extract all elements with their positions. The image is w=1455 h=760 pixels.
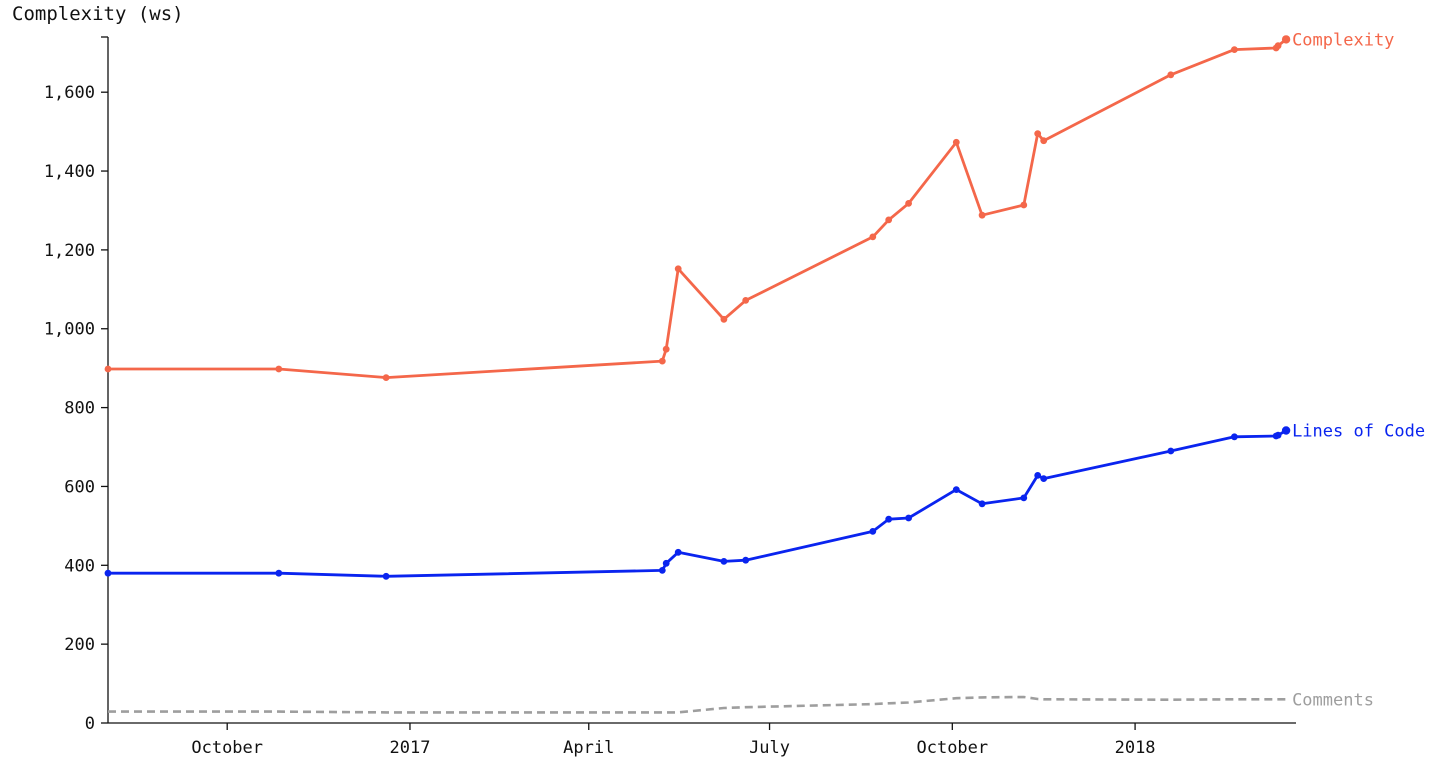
data-point-complexity	[1281, 35, 1291, 44]
data-point-loc	[662, 559, 670, 567]
data-point-loc	[275, 569, 283, 577]
data-point-loc	[742, 556, 750, 564]
data-point-loc	[869, 528, 877, 535]
y-tick-label: 800	[64, 399, 95, 419]
x-tick-label: October	[191, 738, 263, 758]
y-axis: 0 200 400 600 800 1,000 1,200 1,400 1,600	[44, 36, 109, 734]
y-tick-label: 1,400	[44, 162, 95, 182]
data-point-loc	[1231, 433, 1238, 441]
series-line-loc	[108, 429, 1287, 578]
data-point-complexity	[885, 216, 893, 224]
y-tick-label: 0	[85, 714, 95, 734]
data-point-loc	[104, 569, 112, 577]
data-point-loc	[720, 558, 728, 565]
data-point-loc	[382, 572, 390, 580]
data-point-loc	[674, 548, 682, 556]
y-axis-title: Complexity (ws)	[12, 3, 184, 25]
data-point-loc	[1040, 475, 1048, 482]
x-tick-label: 2017	[389, 738, 430, 758]
y-tick-label: 200	[64, 635, 95, 655]
x-tick-label: April	[563, 738, 614, 758]
data-point-complexity	[382, 374, 390, 381]
data-point-complexity	[1020, 201, 1028, 209]
data-point-loc	[658, 567, 666, 574]
y-tick-label: 400	[64, 556, 95, 576]
data-point-complexity	[869, 233, 877, 241]
data-point-complexity	[1040, 137, 1048, 145]
series-label-loc: Lines of Code	[1292, 421, 1425, 441]
y-tick-label: 1,200	[44, 241, 95, 261]
data-point-complexity	[104, 365, 112, 373]
data-point-complexity	[674, 265, 682, 273]
data-point-complexity	[978, 211, 986, 219]
data-point-loc	[1274, 431, 1282, 439]
data-point-complexity	[720, 315, 728, 323]
data-point-complexity	[662, 345, 670, 353]
data-point-complexity	[1034, 130, 1042, 138]
data-point-loc	[952, 486, 960, 493]
series-label-comments: Comments	[1292, 690, 1374, 710]
x-tick-label: October	[916, 738, 988, 758]
x-tick-label: July	[749, 738, 790, 758]
data-point-complexity	[275, 365, 283, 373]
data-point-complexity	[905, 200, 912, 207]
data-point-complexity	[658, 357, 666, 365]
y-tick-label: 600	[64, 477, 95, 497]
data-point-complexity	[1274, 42, 1282, 50]
y-tick-label: 1,600	[44, 83, 95, 103]
x-tick-label: 2018	[1115, 738, 1156, 758]
data-point-loc	[1167, 447, 1175, 455]
data-point-complexity	[1231, 46, 1238, 53]
data-point-loc	[885, 515, 893, 523]
data-point-complexity	[1167, 71, 1175, 79]
series-label-complexity: Complexity	[1292, 30, 1394, 50]
y-tick-label: 1,000	[44, 320, 95, 340]
series-line-comments	[108, 695, 1287, 714]
data-point-loc	[905, 514, 912, 522]
data-point-complexity	[952, 138, 960, 146]
series-labels: Complexity Lines of Code Comments	[1292, 30, 1425, 710]
x-axis: October 2017 April July October 2018	[108, 722, 1296, 758]
data-point-loc	[1020, 494, 1028, 502]
data-point-complexity	[742, 297, 750, 304]
data-point-loc	[1281, 426, 1291, 435]
data-point-loc	[1034, 472, 1042, 479]
data-point-loc	[978, 500, 986, 508]
series-line-complexity	[108, 38, 1287, 379]
series-layer	[104, 35, 1291, 714]
